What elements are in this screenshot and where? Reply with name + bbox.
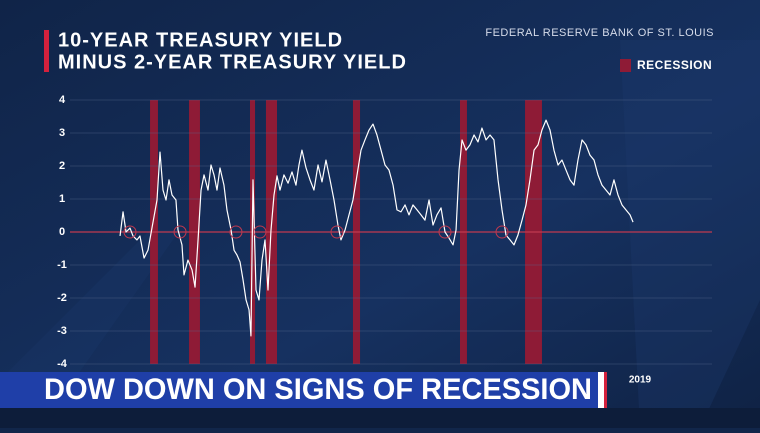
plot-area: 4 3 2 1 0 -1 -2 -3 -4	[57, 94, 712, 370]
title-accent	[44, 30, 49, 72]
y-tick-label: 2	[59, 160, 65, 172]
chart-subtitle: MINUS 2-YEAR TREASURY YIELD	[58, 51, 407, 73]
banner-base	[0, 408, 760, 428]
legend-swatch	[620, 59, 631, 72]
y-tick-label: -2	[57, 292, 67, 304]
inversion-marker	[173, 225, 187, 239]
y-tick-label: 1	[59, 193, 65, 205]
banner-edge	[604, 372, 607, 408]
banner-edge	[598, 372, 604, 408]
y-tick-label: 0	[59, 226, 65, 238]
inversion-marker	[438, 225, 452, 239]
inversion-marker	[253, 225, 267, 239]
chart-title: 10-YEAR TREASURY YIELD	[58, 29, 343, 51]
inversion-marker	[229, 225, 243, 239]
inversion-marker	[495, 225, 509, 239]
banner-bar	[0, 372, 600, 408]
legend-label: RECESSION	[637, 58, 712, 72]
y-tick-label: -1	[57, 259, 67, 271]
inversion-marker	[123, 225, 137, 239]
inversion-marker	[330, 225, 344, 239]
y-tick-label: 3	[59, 127, 65, 139]
banner-headline: DOW DOWN ON SIGNS OF RECESSION	[44, 373, 592, 406]
y-tick-label: -4	[57, 358, 68, 370]
data-line	[119, 119, 634, 337]
source: FEDERAL RESERVE BANK OF ST. LOUIS	[485, 27, 714, 39]
y-tick-label: 4	[59, 94, 66, 106]
y-tick-label: -3	[57, 325, 67, 337]
x-tick-label: 2019	[629, 375, 652, 386]
